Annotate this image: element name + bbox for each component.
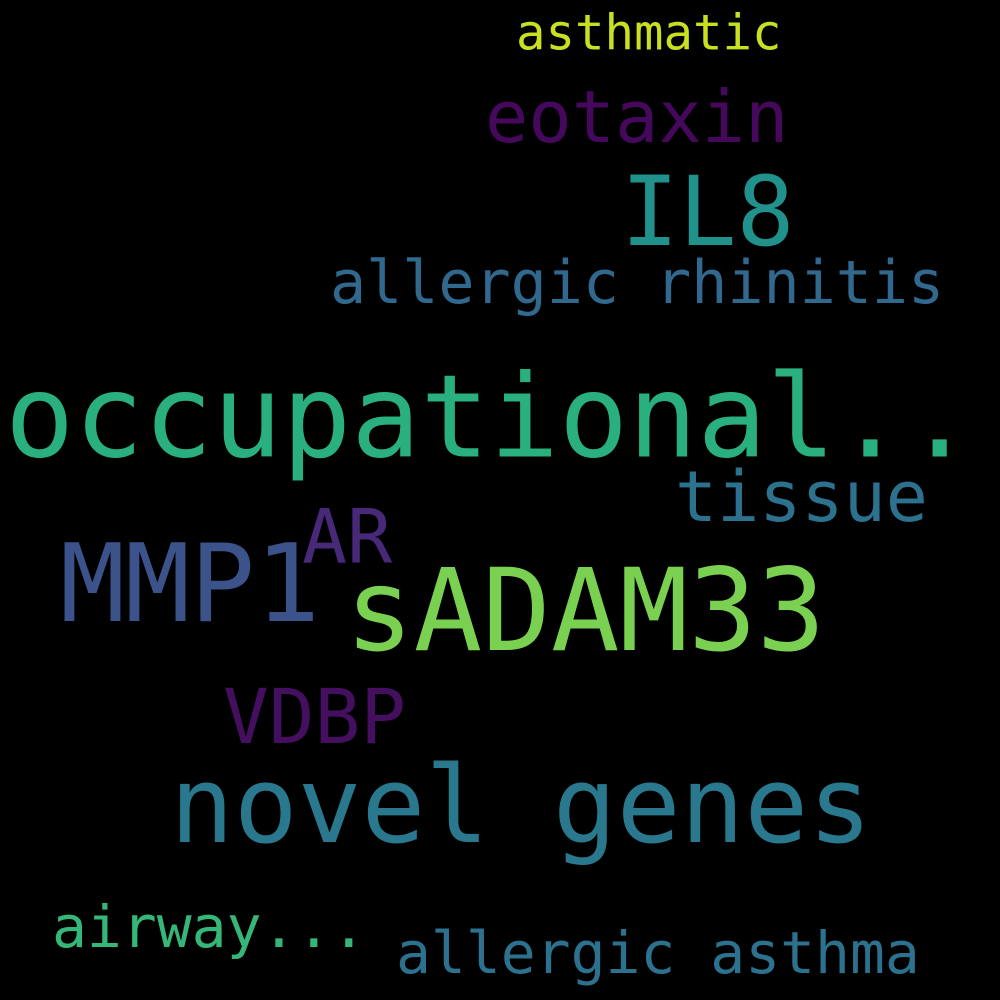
word-sadam33: sADAM33: [345, 544, 826, 677]
word-ar: AR: [302, 492, 393, 581]
word-novel-genes: novel genes: [170, 744, 872, 867]
word-vdbp: VDBP: [223, 672, 407, 761]
word-allergic-rhinitis: allergic rhinitis: [330, 248, 945, 318]
word-il8: IL8: [621, 156, 795, 268]
word-mmp1: MMP1: [60, 522, 321, 647]
word-occupational: occupational...: [5, 350, 1000, 485]
word-eotaxin: eotaxin: [485, 75, 789, 159]
word-allergic-asthma: allergic asthma: [396, 919, 920, 987]
word-tissue: tissue: [675, 456, 928, 538]
word-airway: airway...: [52, 893, 367, 961]
word-asthmatic: asthmatic: [516, 4, 782, 62]
